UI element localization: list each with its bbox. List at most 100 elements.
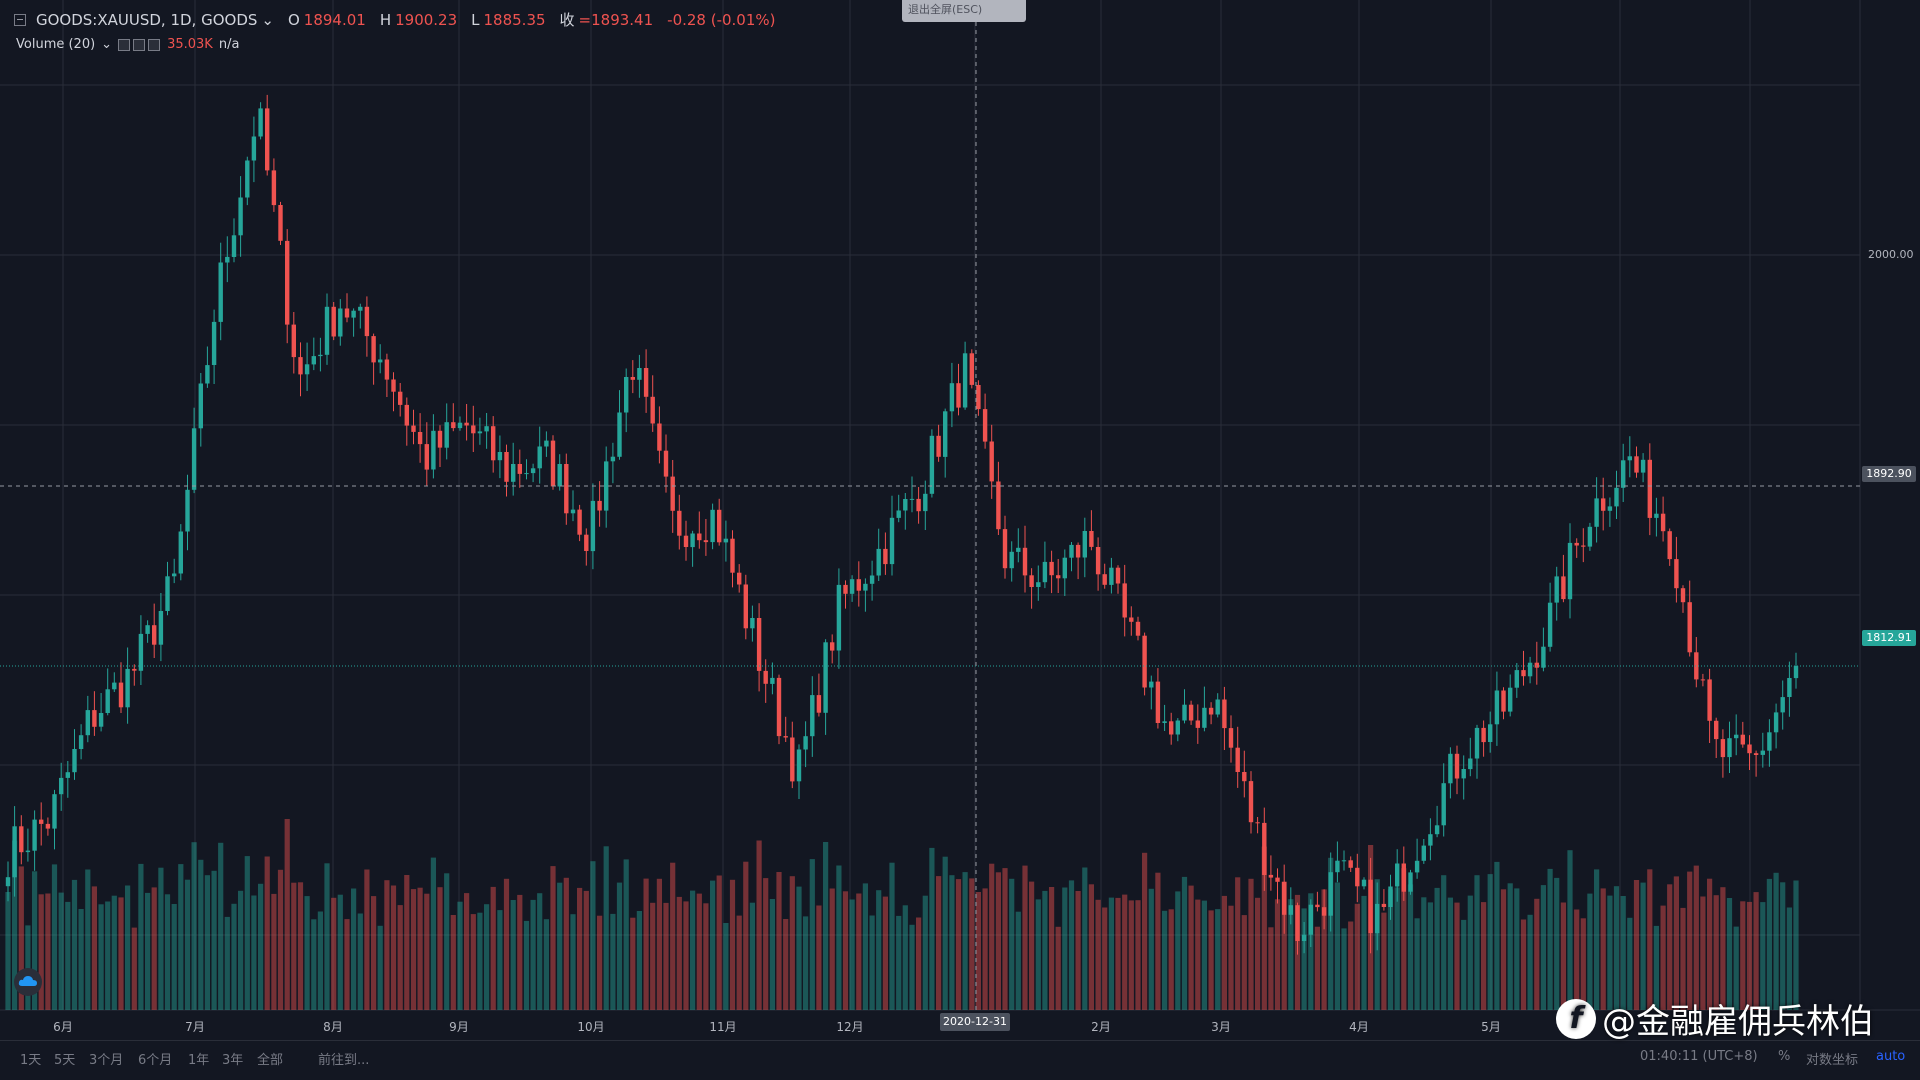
volume-bar xyxy=(663,902,669,1010)
candle-body xyxy=(1674,559,1679,589)
volume-bar xyxy=(1580,918,1586,1010)
volume-bar xyxy=(231,903,237,1010)
cloud-icon[interactable] xyxy=(14,968,42,996)
percent-toggle[interactable]: % xyxy=(1778,1049,1791,1064)
range-3y-button[interactable]: 3年 xyxy=(222,1053,244,1068)
volume-bar xyxy=(457,901,463,1010)
candle-body xyxy=(650,396,655,424)
last-price-tag: 1812.91 xyxy=(1862,630,1916,646)
candle-body xyxy=(1787,678,1792,697)
candle-body xyxy=(743,584,748,629)
volume-bar xyxy=(464,893,470,1010)
settings-icon[interactable] xyxy=(133,38,146,51)
volume-bar xyxy=(12,840,18,1010)
volume-bar xyxy=(503,878,510,1010)
volume-bar xyxy=(1547,868,1553,1010)
volume-bar xyxy=(477,912,483,1010)
candle-body xyxy=(211,321,217,365)
symbol-label[interactable]: GOODS:XAUUSD, 1D, GOODS xyxy=(36,10,258,29)
volume-label[interactable]: Volume (20) xyxy=(16,37,96,52)
candle-body xyxy=(1534,662,1539,668)
candle-body xyxy=(630,377,635,380)
volume-bar xyxy=(1348,921,1354,1010)
candle-body xyxy=(1594,498,1599,527)
candle-body xyxy=(1129,617,1134,622)
candle-body xyxy=(1780,697,1785,713)
candle-body xyxy=(1501,690,1506,712)
candle-body xyxy=(717,509,722,543)
volume-bar xyxy=(1108,897,1114,1010)
volume-bar xyxy=(723,923,729,1010)
clock-display[interactable]: 01:40:11 (UTC+8) xyxy=(1640,1049,1758,1064)
range-3m-button[interactable]: 3个月 xyxy=(89,1053,124,1068)
candle-body xyxy=(5,877,11,887)
candle-body xyxy=(471,425,476,434)
volume-bar xyxy=(710,880,716,1010)
volume-bar xyxy=(264,856,270,1010)
candle-body xyxy=(218,262,223,322)
range-1d-button[interactable]: 1天 xyxy=(20,1053,42,1068)
candle-body xyxy=(1335,860,1340,873)
range-6m-button[interactable]: 6个月 xyxy=(138,1053,173,1068)
volume-bar xyxy=(158,867,164,1010)
volume-bar xyxy=(45,893,51,1010)
volume-bar xyxy=(982,888,988,1010)
candle-body xyxy=(1036,582,1041,587)
close-icon[interactable] xyxy=(148,38,161,51)
candle-body xyxy=(524,473,529,475)
chevron-down-icon[interactable]: ⌄ xyxy=(101,37,113,52)
candle-body xyxy=(1640,459,1646,473)
candle-body xyxy=(1760,750,1765,755)
volume-bar xyxy=(816,905,822,1010)
candle-body xyxy=(670,476,675,511)
volume-bar xyxy=(869,915,875,1010)
volume-bar xyxy=(364,869,370,1010)
candle-body xyxy=(730,538,735,573)
volume-bar xyxy=(1600,888,1606,1010)
volume-bar xyxy=(656,878,662,1010)
volume-bar xyxy=(510,900,516,1010)
volume-bar xyxy=(543,919,549,1010)
minus-square-icon[interactable] xyxy=(14,13,26,26)
volume-bar xyxy=(1049,887,1055,1010)
volume-bar xyxy=(729,879,736,1010)
volume-bar xyxy=(1361,895,1367,1010)
candle-body xyxy=(1793,666,1799,679)
volume-bar xyxy=(676,896,682,1010)
candle-body xyxy=(398,391,403,405)
candle-body xyxy=(1155,681,1161,723)
volume-bar xyxy=(1201,900,1207,1010)
candle-body xyxy=(1368,879,1373,934)
volume-bar xyxy=(1281,881,1287,1010)
volume-bar xyxy=(1780,882,1786,1010)
candle-body xyxy=(1202,707,1207,728)
candle-body xyxy=(132,668,137,671)
candle-body xyxy=(19,826,24,853)
candle-body xyxy=(564,464,569,514)
goto-date-button[interactable]: 前往到... xyxy=(318,1053,370,1068)
watermark: f @金融雇佣兵林伯 xyxy=(1556,994,1874,1043)
volume-bar xyxy=(1308,893,1314,1010)
time-axis-label: 8月 xyxy=(323,1020,343,1034)
volume-bar xyxy=(1427,902,1433,1010)
candle-body xyxy=(1188,704,1194,721)
candle-body xyxy=(72,749,77,773)
volume-bar xyxy=(862,883,868,1010)
range-1y-button[interactable]: 1年 xyxy=(188,1053,210,1068)
exit-fullscreen-button[interactable]: 退出全屏(ESC) xyxy=(902,0,1026,22)
candle-body xyxy=(956,383,961,408)
volume-bar xyxy=(357,913,363,1010)
chevron-down-icon[interactable]: ⌄ xyxy=(261,10,274,29)
volume-bar xyxy=(1082,867,1088,1010)
price-chart[interactable] xyxy=(0,0,1920,1040)
range-5d-button[interactable]: 5天 xyxy=(54,1053,76,1068)
auto-scale-toggle[interactable]: auto xyxy=(1876,1049,1906,1064)
volume-bar xyxy=(603,846,609,1010)
candle-body xyxy=(1773,712,1779,733)
log-scale-toggle[interactable]: 对数坐标 xyxy=(1806,1053,1859,1068)
candle-body xyxy=(271,170,277,206)
range-all-button[interactable]: 全部 xyxy=(257,1053,284,1068)
eye-icon[interactable] xyxy=(118,38,131,51)
candle-body xyxy=(1195,720,1200,728)
volume-bar xyxy=(537,893,543,1010)
